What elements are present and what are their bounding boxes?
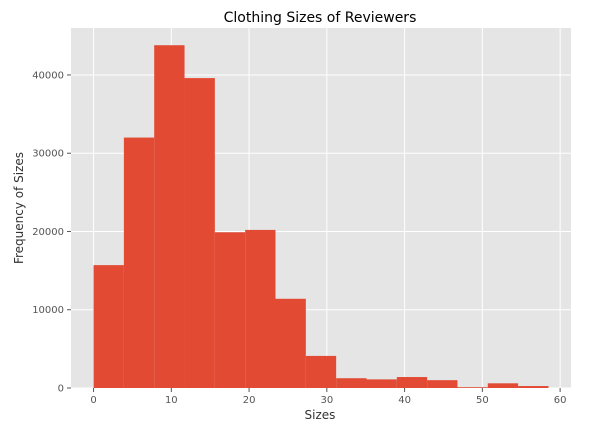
bars xyxy=(93,45,549,388)
x-tick-label: 30 xyxy=(320,395,333,406)
histogram-bar xyxy=(184,78,215,388)
histogram-bar xyxy=(427,380,458,388)
histogram-bar xyxy=(93,265,124,388)
histogram-bar xyxy=(275,298,306,388)
y-tick-label: 0 xyxy=(58,384,64,395)
y-axis-label: Frequency of Sizes xyxy=(12,152,26,264)
histogram-bar xyxy=(305,355,337,388)
histogram-bar xyxy=(487,383,519,388)
y-axis-ticks: 0 10000 20000 30000 40000 xyxy=(32,70,71,395)
histogram-bar xyxy=(518,386,549,388)
x-tick-label: 20 xyxy=(243,395,256,406)
histogram-bar xyxy=(457,387,488,388)
x-tick-label: 60 xyxy=(554,395,567,406)
x-axis-ticks: 0 10 20 30 40 50 60 xyxy=(90,388,566,406)
y-tick-label: 20000 xyxy=(32,227,64,238)
histogram-bar xyxy=(336,378,367,388)
y-tick-label: 30000 xyxy=(32,149,64,160)
y-tick-label: 40000 xyxy=(32,70,64,81)
histogram-bar xyxy=(245,229,276,388)
x-tick-label: 40 xyxy=(398,395,411,406)
x-tick-label: 10 xyxy=(165,395,178,406)
x-axis-label: Sizes xyxy=(305,408,336,422)
x-tick-label: 50 xyxy=(476,395,489,406)
histogram-bar xyxy=(214,232,246,388)
x-tick-label: 0 xyxy=(90,395,96,406)
y-tick-label: 10000 xyxy=(32,305,64,316)
histogram-bar xyxy=(366,379,397,388)
chart-title: Clothing Sizes of Reviewers xyxy=(224,10,417,26)
histogram-bar xyxy=(154,45,185,388)
histogram-bar xyxy=(123,137,155,388)
histogram-bar xyxy=(396,377,428,388)
